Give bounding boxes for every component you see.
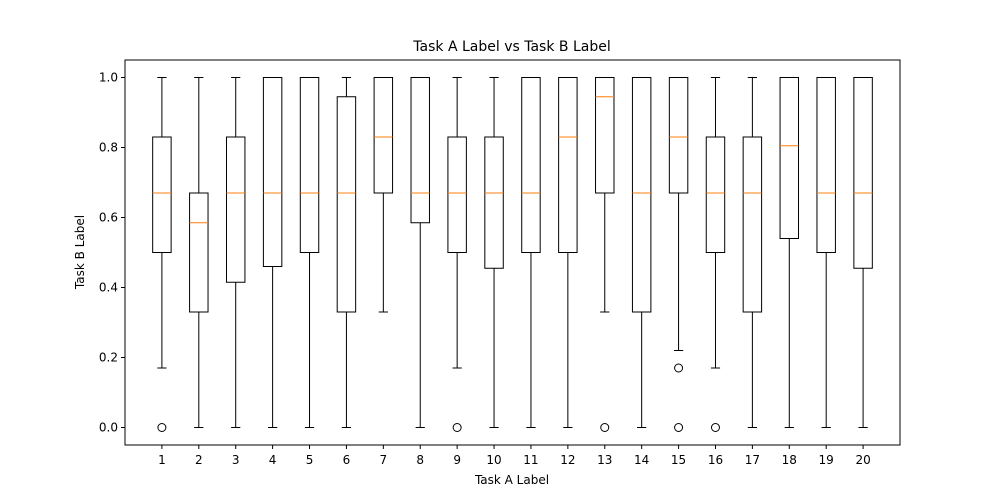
y-tick-label: 0.4 [99,281,118,295]
box-iqr [299,77,320,253]
chart-title: Task A Label vs Task B Label [412,39,610,55]
box-iqr [558,77,578,253]
box-iqr [262,77,283,267]
box-group-16 [705,77,726,432]
outlier-point [710,423,720,432]
box-iqr [410,77,430,224]
box-iqr [336,96,357,313]
y-tick-label: 0.6 [99,211,118,225]
x-tick-label: 9 [453,453,461,467]
y-axis: 0.0 0.2 0.4 0.6 0.8 1.0 [99,71,125,435]
outlier-point [674,363,684,373]
box-iqr [668,77,689,194]
box-group-15 [668,77,689,432]
box-iqr [225,136,246,283]
box-group-1 [152,77,172,432]
box-group-19 [816,77,836,428]
x-axis: 1 2 3 4 5 6 7 8 9 10 11 12 13 14 15 16 17 18 19 20 [158,445,871,467]
box-group-4 [262,77,283,428]
box-iqr [189,192,209,313]
x-tick-label: 19 [819,453,834,467]
box-group-12 [558,77,578,428]
x-tick-label: 6 [343,453,351,467]
box-iqr [742,136,763,313]
x-tick-label: 4 [269,453,277,467]
box-group-6 [336,77,357,428]
plot-frame [124,59,901,446]
box-group-18 [779,77,800,428]
box-group-9 [447,77,467,432]
box-iqr [779,77,800,239]
box-group-5 [299,77,320,428]
x-tick-label: 11 [523,453,538,467]
box-group-13 [595,77,615,432]
box-iqr [853,77,873,269]
x-tick-label: 2 [195,453,203,467]
box-group-2 [189,77,209,428]
x-axis-label: Task A Label [474,473,549,487]
box-iqr [595,77,615,194]
x-tick-label: 13 [597,453,612,467]
box-group-11 [521,77,541,428]
box-group-10 [484,77,504,428]
box-group-7 [373,77,394,313]
box-group-3 [225,77,246,428]
box-iqr [521,77,541,253]
plot-area [152,77,873,432]
box-group-17 [742,77,763,428]
y-tick-label: 1.0 [99,71,118,85]
box-iqr [631,77,652,313]
box-iqr [152,136,172,253]
box-iqr [373,77,394,194]
x-tick-label: 16 [708,453,723,467]
box-iqr [816,77,836,253]
y-tick-label: 0.0 [99,421,118,435]
box-iqr [447,136,467,253]
y-tick-label: 0.2 [99,351,118,365]
x-tick-label: 1 [158,453,166,467]
x-tick-label: 18 [782,453,797,467]
x-tick-label: 3 [232,453,240,467]
x-tick-label: 7 [380,453,388,467]
x-tick-label: 5 [306,453,314,467]
box-group-20 [853,77,873,428]
x-tick-label: 12 [560,453,575,467]
outlier-point [452,423,462,432]
outlier-point [157,423,167,432]
box-group-14 [631,77,652,428]
x-tick-label: 10 [486,453,501,467]
x-tick-label: 14 [634,453,649,467]
x-tick-label: 17 [745,453,760,467]
box-iqr [705,136,726,253]
y-axis-label: Task B Label [73,215,87,290]
box-iqr [484,136,504,269]
outlier-point [600,423,610,432]
y-tick-label: 0.8 [99,141,118,155]
box-group-8 [410,77,430,428]
outlier-point [674,423,684,432]
x-tick-label: 20 [855,453,870,467]
x-tick-label: 15 [671,453,686,467]
x-tick-label: 8 [416,453,424,467]
